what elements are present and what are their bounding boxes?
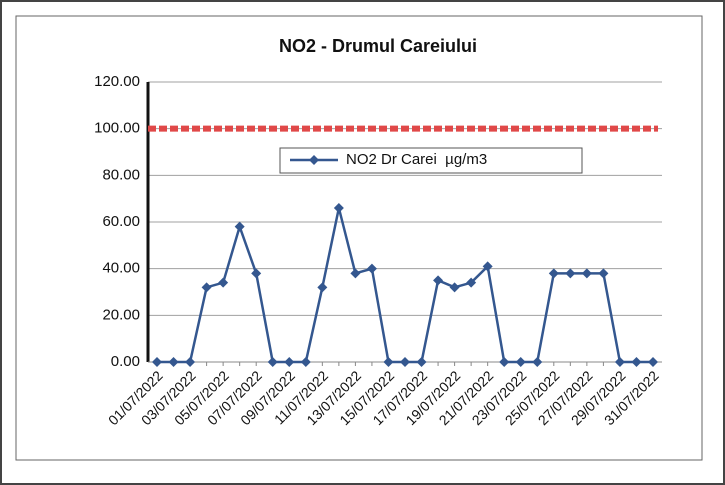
point (333, 203, 344, 213)
point (168, 357, 179, 367)
y-tick-label: 60.00 (102, 213, 140, 230)
point (152, 357, 162, 367)
y-tick-label: 80.00 (102, 166, 140, 183)
point (614, 357, 625, 367)
point (482, 261, 493, 272)
point (218, 277, 229, 288)
y-tick-label: 0.00 (111, 353, 140, 370)
y-tick-label: 100.00 (94, 120, 140, 137)
point (598, 268, 609, 279)
point (532, 357, 543, 367)
legend-label: NO2 Dr Carei µg/m3 (346, 151, 487, 168)
point (185, 357, 196, 367)
point (284, 357, 295, 367)
chart-title: NO2 - Drumul Careiului (279, 36, 477, 56)
y-tick-label: 40.00 (102, 260, 140, 277)
point (317, 282, 328, 293)
point (466, 277, 477, 288)
y-tick-label: 20.00 (102, 306, 140, 323)
point (234, 221, 245, 232)
y-tick-label: 120.00 (94, 73, 140, 90)
point (515, 357, 526, 367)
point (366, 263, 377, 274)
legend-marker (309, 155, 319, 165)
point (300, 357, 311, 367)
point (201, 282, 212, 293)
point (648, 357, 658, 367)
point (416, 357, 427, 367)
point (400, 357, 410, 367)
point (565, 268, 576, 279)
point (383, 357, 394, 367)
point (267, 357, 278, 367)
point (350, 268, 361, 279)
point (449, 282, 460, 293)
point (499, 357, 510, 367)
point (433, 275, 444, 286)
point (251, 268, 262, 279)
point (548, 268, 559, 279)
chart-area (15, 15, 703, 461)
point (581, 268, 592, 279)
point (631, 357, 642, 367)
